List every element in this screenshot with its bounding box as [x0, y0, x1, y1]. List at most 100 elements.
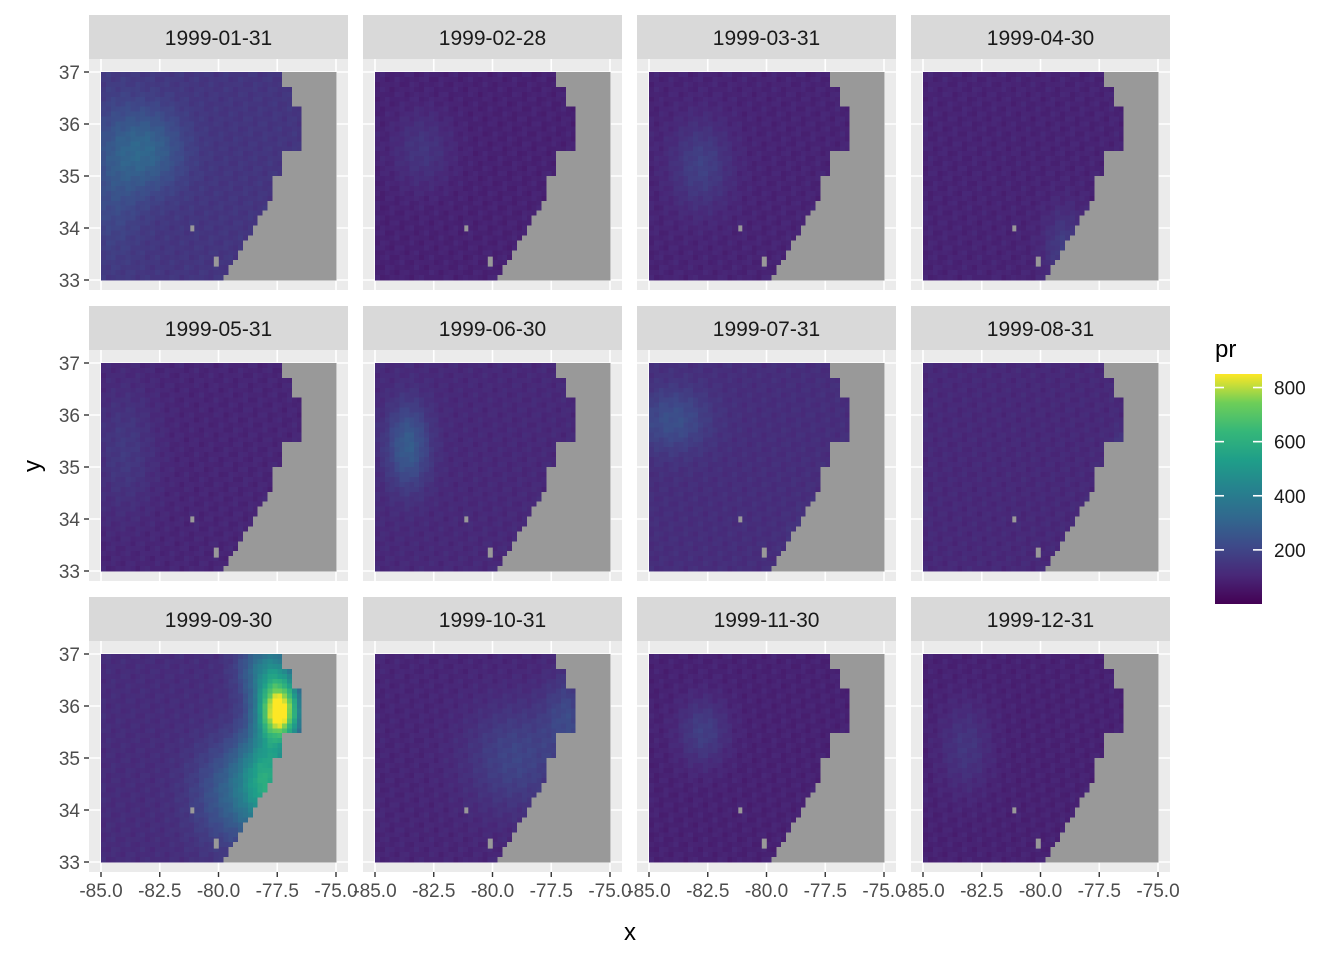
raster-cell [849, 76, 856, 83]
raster-cell [174, 230, 180, 237]
raster-cell [448, 195, 454, 202]
raster-cell [404, 171, 410, 177]
raster-cell [218, 106, 224, 113]
raster-cell [423, 86, 430, 93]
raster-cell [453, 126, 459, 133]
raster-cell [223, 166, 229, 172]
raster-cell [438, 225, 445, 232]
raster-cell [218, 205, 224, 212]
raster-cell [737, 116, 743, 123]
raster-cell [595, 265, 601, 271]
raster-cell [394, 245, 401, 251]
raster-cell [125, 180, 131, 187]
raster-cell [257, 116, 264, 123]
raster-cell [580, 81, 587, 88]
raster-cell [101, 81, 107, 88]
raster-cell [761, 161, 768, 167]
raster-cell [590, 270, 596, 276]
raster-cell [497, 161, 503, 167]
raster-cell [135, 72, 141, 78]
raster-cell [306, 220, 313, 227]
raster-cell [849, 72, 856, 78]
raster-cell [228, 146, 234, 152]
raster-cell [472, 86, 479, 93]
raster-cell [110, 200, 117, 207]
raster-cell [737, 121, 743, 128]
raster-cell [194, 245, 200, 251]
raster-cell [879, 106, 885, 113]
raster-cell [502, 161, 508, 167]
raster-cell [179, 91, 185, 98]
raster-cell [316, 260, 322, 266]
raster-cell [194, 205, 200, 212]
raster-cell [399, 190, 405, 197]
raster-cell [267, 156, 273, 162]
raster-cell [135, 245, 141, 251]
raster-cell [242, 146, 249, 152]
raster-cell [115, 126, 122, 133]
raster-cell [815, 151, 821, 157]
raster-cell [854, 91, 861, 98]
raster-cell [272, 111, 278, 118]
raster-cell [600, 116, 606, 123]
raster-cell [512, 225, 518, 232]
raster-cell [375, 230, 381, 237]
raster-cell [105, 136, 112, 142]
raster-cell [287, 195, 293, 202]
raster-cell [492, 190, 498, 197]
raster-cell [712, 86, 719, 93]
raster-cell [516, 190, 523, 197]
raster-cell [595, 81, 601, 88]
raster-cell [683, 111, 689, 118]
raster-cell [384, 151, 391, 157]
raster-cell [247, 205, 254, 212]
raster-cell [242, 156, 249, 162]
raster-cell [590, 200, 596, 207]
raster-cell [262, 225, 269, 232]
raster-cell [301, 225, 308, 232]
raster-cell [565, 270, 572, 276]
raster-cell [375, 205, 381, 212]
raster-cell [169, 156, 176, 162]
raster-cell [247, 161, 254, 167]
raster-cell [565, 72, 572, 78]
raster-cell [179, 101, 185, 108]
raster-cell [233, 81, 239, 88]
raster-cell [820, 72, 826, 78]
raster-cell [800, 86, 807, 93]
raster-cell [693, 146, 699, 152]
raster-cell [688, 96, 694, 103]
raster-cell [869, 81, 875, 88]
raster-cell [839, 126, 846, 133]
raster-cell [375, 121, 381, 128]
raster-cell [688, 86, 694, 93]
raster-cell [737, 106, 743, 113]
raster-cell [707, 141, 714, 147]
raster-cell [526, 235, 533, 241]
raster-cell [487, 116, 494, 123]
raster-cell [580, 166, 587, 172]
raster-cell [595, 185, 601, 192]
raster-cell [781, 126, 787, 133]
raster-cell [228, 240, 234, 246]
raster-cell [815, 156, 821, 162]
raster-cell [179, 176, 185, 182]
raster-cell [252, 91, 259, 98]
raster-cell [267, 121, 273, 128]
raster-cell [135, 190, 141, 197]
raster-cell [311, 121, 318, 128]
raster-cell [492, 101, 498, 108]
raster-cell [419, 200, 425, 207]
raster-cell [790, 86, 797, 93]
raster-cell [384, 131, 391, 137]
raster-cell [487, 136, 494, 142]
raster-cell [605, 161, 611, 167]
raster-cell [218, 91, 224, 98]
raster-cell [453, 146, 459, 152]
raster-cell [790, 96, 797, 103]
raster-cell [585, 91, 592, 98]
raster-cell [218, 96, 224, 103]
raster-cell [399, 146, 405, 152]
raster-cell [507, 141, 513, 147]
raster-cell [492, 131, 498, 137]
